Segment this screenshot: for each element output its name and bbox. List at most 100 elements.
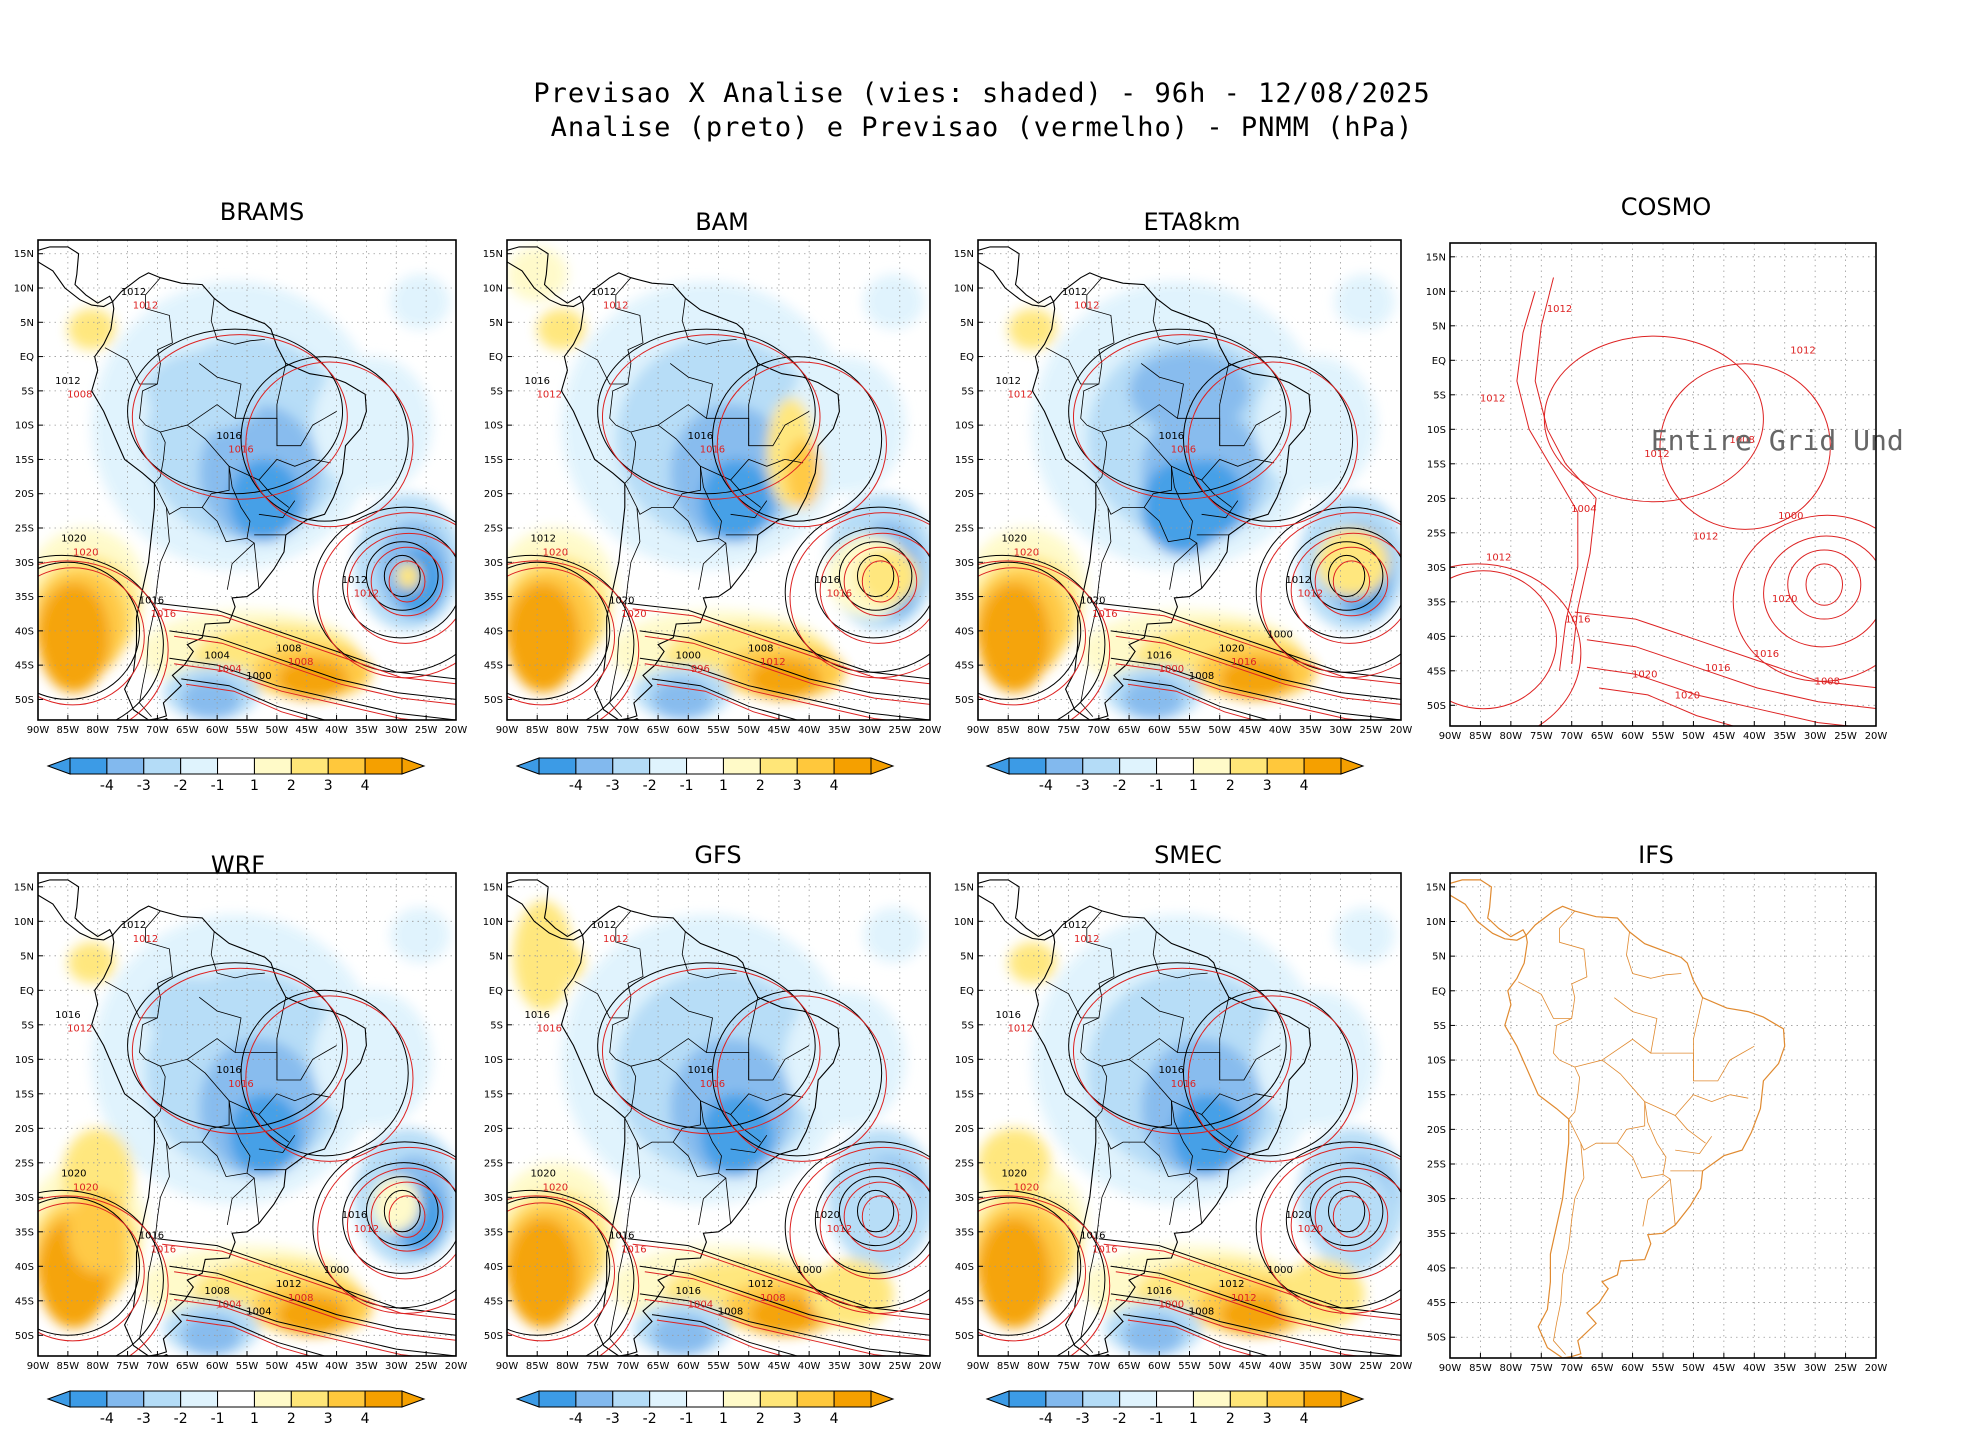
forecast-isobar-label: 1004 bbox=[216, 1300, 241, 1311]
lon-tick-label: 35W bbox=[1299, 1361, 1322, 1372]
lon-tick-label: 55W bbox=[1178, 1361, 1201, 1372]
lon-tick-label: 60W bbox=[1148, 725, 1171, 736]
graticule bbox=[978, 240, 1401, 720]
lon-tick-label: 80W bbox=[86, 725, 109, 736]
coastline bbox=[507, 879, 840, 1356]
analysis-isobar-label: 1016 bbox=[216, 1065, 241, 1076]
colorbar-swatch bbox=[759, 1390, 798, 1408]
lat-tick-label: 45S bbox=[1427, 666, 1446, 677]
lon-tick-label: 20W bbox=[445, 1361, 468, 1372]
lon-tick-label: 65W bbox=[1118, 1361, 1141, 1372]
colorbar-swatch bbox=[649, 757, 688, 775]
smec-map: 1012 1016 1016 1020 1016 1020 1012 1016 1008 1000… bbox=[954, 872, 1412, 1372]
brams-map: 1012 1012 1016 1020 1016 1012 1008 1004 1000 1012… bbox=[14, 239, 467, 736]
lon-tick-label: 20W bbox=[1390, 725, 1413, 736]
analysis-isobar-label: 1008 bbox=[748, 643, 773, 654]
lon-tick-label: 45W bbox=[295, 725, 318, 736]
lat-tick-label: 5N bbox=[1432, 952, 1446, 963]
lon-tick-label: 35W bbox=[355, 725, 378, 736]
lon-tick-label: 75W bbox=[586, 725, 609, 736]
lon-tick-label: 85W bbox=[57, 1361, 80, 1372]
forecast-isobar-label: 1012 bbox=[1547, 304, 1572, 315]
wrf-panel-title: WRF bbox=[210, 851, 266, 879]
lon-tick-label: 70W bbox=[146, 725, 169, 736]
analysis-isobar-label: 1004 bbox=[246, 1307, 271, 1318]
lon-tick-label: 85W bbox=[1469, 1363, 1492, 1374]
lat-tick-label: 5N bbox=[489, 318, 503, 329]
colorbar-label: 2 bbox=[756, 778, 765, 794]
lat-tick-label: 25S bbox=[484, 1158, 503, 1169]
colorbar-label: -1 bbox=[1150, 1411, 1164, 1427]
lon-tick-label: 55W bbox=[236, 1361, 259, 1372]
lat-tick-label: 30S bbox=[484, 558, 503, 569]
lat-tick-label: 5S bbox=[961, 1020, 974, 1031]
lat-tick-label: 45S bbox=[15, 661, 34, 672]
forecast-isobar-label: 1012 bbox=[1008, 390, 1033, 401]
colorbar-label: 4 bbox=[1300, 778, 1309, 794]
colorbar-swatch bbox=[143, 757, 182, 775]
forecast-isobars bbox=[507, 967, 930, 1356]
longitude-axis: 90W 85W 80W 75W 70W 65W 60W 55W 50W 45W 40W 35W 30W 2… bbox=[1439, 721, 1887, 742]
colorbar-swatch bbox=[1082, 1390, 1121, 1408]
analysis-isobar-label: 1008 bbox=[1189, 671, 1214, 682]
latitude-axis: 15N 10N 5N EQ 5S 10S 15S 20S 25S 30S 35S 40S 45S 50S bbox=[14, 882, 43, 1342]
colorbar-label: 4 bbox=[361, 1411, 370, 1427]
graticule bbox=[1450, 243, 1876, 726]
lon-tick-label: 30W bbox=[858, 1361, 881, 1372]
colorbar-swatch bbox=[1266, 757, 1305, 775]
lon-tick-label: 65W bbox=[1118, 725, 1141, 736]
colorbar-label: -1 bbox=[211, 1411, 225, 1427]
smec-panel-title: SMEC bbox=[1154, 841, 1222, 869]
lon-tick-label: 45W bbox=[1713, 731, 1736, 742]
ifs-map: 90W 85W 80W 75W 70W 65W 60W 55W 50W 45W 40W 35W 30W 2… bbox=[1426, 872, 1887, 1374]
colorbar-label: 2 bbox=[287, 778, 296, 794]
lat-tick-label: 30S bbox=[955, 558, 974, 569]
lat-tick-label: 5S bbox=[490, 1020, 503, 1031]
forecast-isobar-label: 1008 bbox=[1815, 677, 1840, 688]
forecast-isobar-label: 1020 bbox=[1675, 690, 1700, 701]
forecast-isobar-label: 1012 bbox=[354, 589, 379, 600]
colorbar-label: -3 bbox=[1076, 778, 1090, 794]
lat-tick-label: 5N bbox=[489, 951, 503, 962]
lat-tick-label: 20S bbox=[1427, 1125, 1446, 1136]
colorbar-swatch bbox=[612, 757, 651, 775]
longitude-axis: 90W 85W 80W 75W 70W 65W 60W 55W 50W 45W 40W 35W 30W 2… bbox=[1439, 1353, 1887, 1374]
colorbar-label: -1 bbox=[680, 1411, 694, 1427]
analysis-isobar-label: 1012 bbox=[55, 376, 80, 387]
bias-colorbar: -4 -3 -2 -1 1 2 3 4 bbox=[985, 1390, 1365, 1427]
lat-tick-label: 45S bbox=[1427, 1298, 1446, 1309]
bias-colorbar: -4 -3 -2 -1 1 2 3 4 bbox=[46, 1390, 426, 1427]
forecast-isobar-label: 1004 bbox=[688, 1300, 713, 1311]
lat-tick-label: 5S bbox=[1433, 390, 1446, 401]
lat-tick-label: 40S bbox=[484, 626, 503, 637]
forecast-isobars bbox=[38, 334, 456, 720]
forecast-isobar-label: 1020 bbox=[543, 1182, 568, 1193]
lat-tick-label: 30S bbox=[15, 1193, 34, 1204]
analysis-isobar-label: 1016 bbox=[524, 1010, 549, 1021]
forecast-isobar-label: 1008 bbox=[288, 1293, 313, 1304]
forecast-isobar-label: 1008 bbox=[1729, 435, 1754, 446]
lat-tick-label: 15S bbox=[955, 1089, 974, 1100]
longitude-axis: 90W 85W 80W 75W 70W 65W 60W 55W 50W 45W 40W 35W 30W 2… bbox=[496, 1351, 941, 1372]
lat-tick-label: 40S bbox=[15, 1262, 34, 1273]
colorbar-label: 4 bbox=[830, 778, 839, 794]
colorbar-label: 3 bbox=[1263, 1411, 1272, 1427]
colorbar-label: 1 bbox=[250, 778, 259, 794]
lon-tick-label: 90W bbox=[1439, 1363, 1462, 1374]
lon-tick-label: 40W bbox=[1269, 725, 1292, 736]
analysis-isobar-label: 1008 bbox=[204, 1286, 229, 1297]
lon-tick-label: 80W bbox=[1500, 731, 1523, 742]
colorbar-label: 2 bbox=[1226, 778, 1235, 794]
colorbar-label: 1 bbox=[719, 778, 728, 794]
lon-tick-label: 45W bbox=[768, 725, 791, 736]
lat-tick-label: 15N bbox=[1426, 252, 1446, 263]
analysis-isobars bbox=[978, 962, 1401, 1356]
forecast-isobar-label: 1012 bbox=[354, 1224, 379, 1235]
colorbar-swatch bbox=[217, 1390, 255, 1408]
forecast-isobars bbox=[978, 967, 1401, 1356]
lon-tick-label: 30W bbox=[385, 1361, 408, 1372]
lat-tick-label: 35S bbox=[955, 592, 974, 603]
lon-tick-label: 55W bbox=[1652, 731, 1675, 742]
colorbar-label: 3 bbox=[1263, 778, 1272, 794]
colorbar-label: 3 bbox=[793, 778, 802, 794]
